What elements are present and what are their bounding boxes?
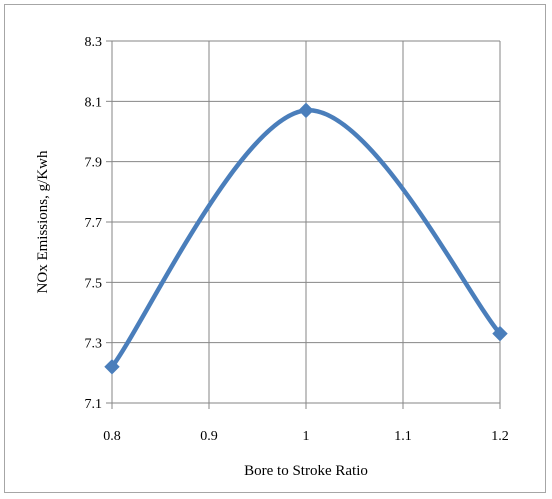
- x-tick-label: 1.1: [394, 429, 412, 444]
- y-axis-title: NOx Emissions, g/Kwh: [35, 150, 51, 293]
- series-layer: [104, 102, 508, 375]
- y-tick-label: 8.3: [85, 35, 103, 50]
- data-point-marker: [492, 325, 508, 342]
- y-tick-label: 7.3: [85, 337, 103, 352]
- y-tick-label: 7.9: [85, 156, 103, 171]
- x-tick-label: 1.2: [491, 429, 509, 444]
- x-tick-label: 0.9: [200, 429, 218, 444]
- x-axis-title: Bore to Stroke Ratio: [244, 463, 368, 479]
- grid-lines: [106, 40, 501, 409]
- nox-line-chart: 7.1 7.3 7.5 7.7 7.9 8.1 8.3 0.8 0.9 1 1.1 1.2 NOx …: [35, 35, 509, 479]
- x-tick-label: 0.8: [103, 429, 121, 444]
- x-tick-labels: 0.8 0.9 1 1.1 1.2: [103, 429, 509, 444]
- y-tick-label: 7.7: [85, 216, 103, 231]
- data-point-marker: [298, 102, 314, 119]
- x-tick-label: 1: [303, 429, 310, 444]
- data-point-marker: [104, 359, 120, 375]
- y-tick-label: 8.1: [85, 95, 103, 110]
- y-tick-label: 7.1: [85, 397, 103, 412]
- chart-frame: 7.1 7.3 7.5 7.7 7.9 8.1 8.3 0.8 0.9 1 1.1 1.2 NOx …: [4, 4, 546, 493]
- y-tick-labels: 7.1 7.3 7.5 7.7 7.9 8.1 8.3: [85, 35, 103, 412]
- y-tick-label: 7.5: [85, 276, 103, 291]
